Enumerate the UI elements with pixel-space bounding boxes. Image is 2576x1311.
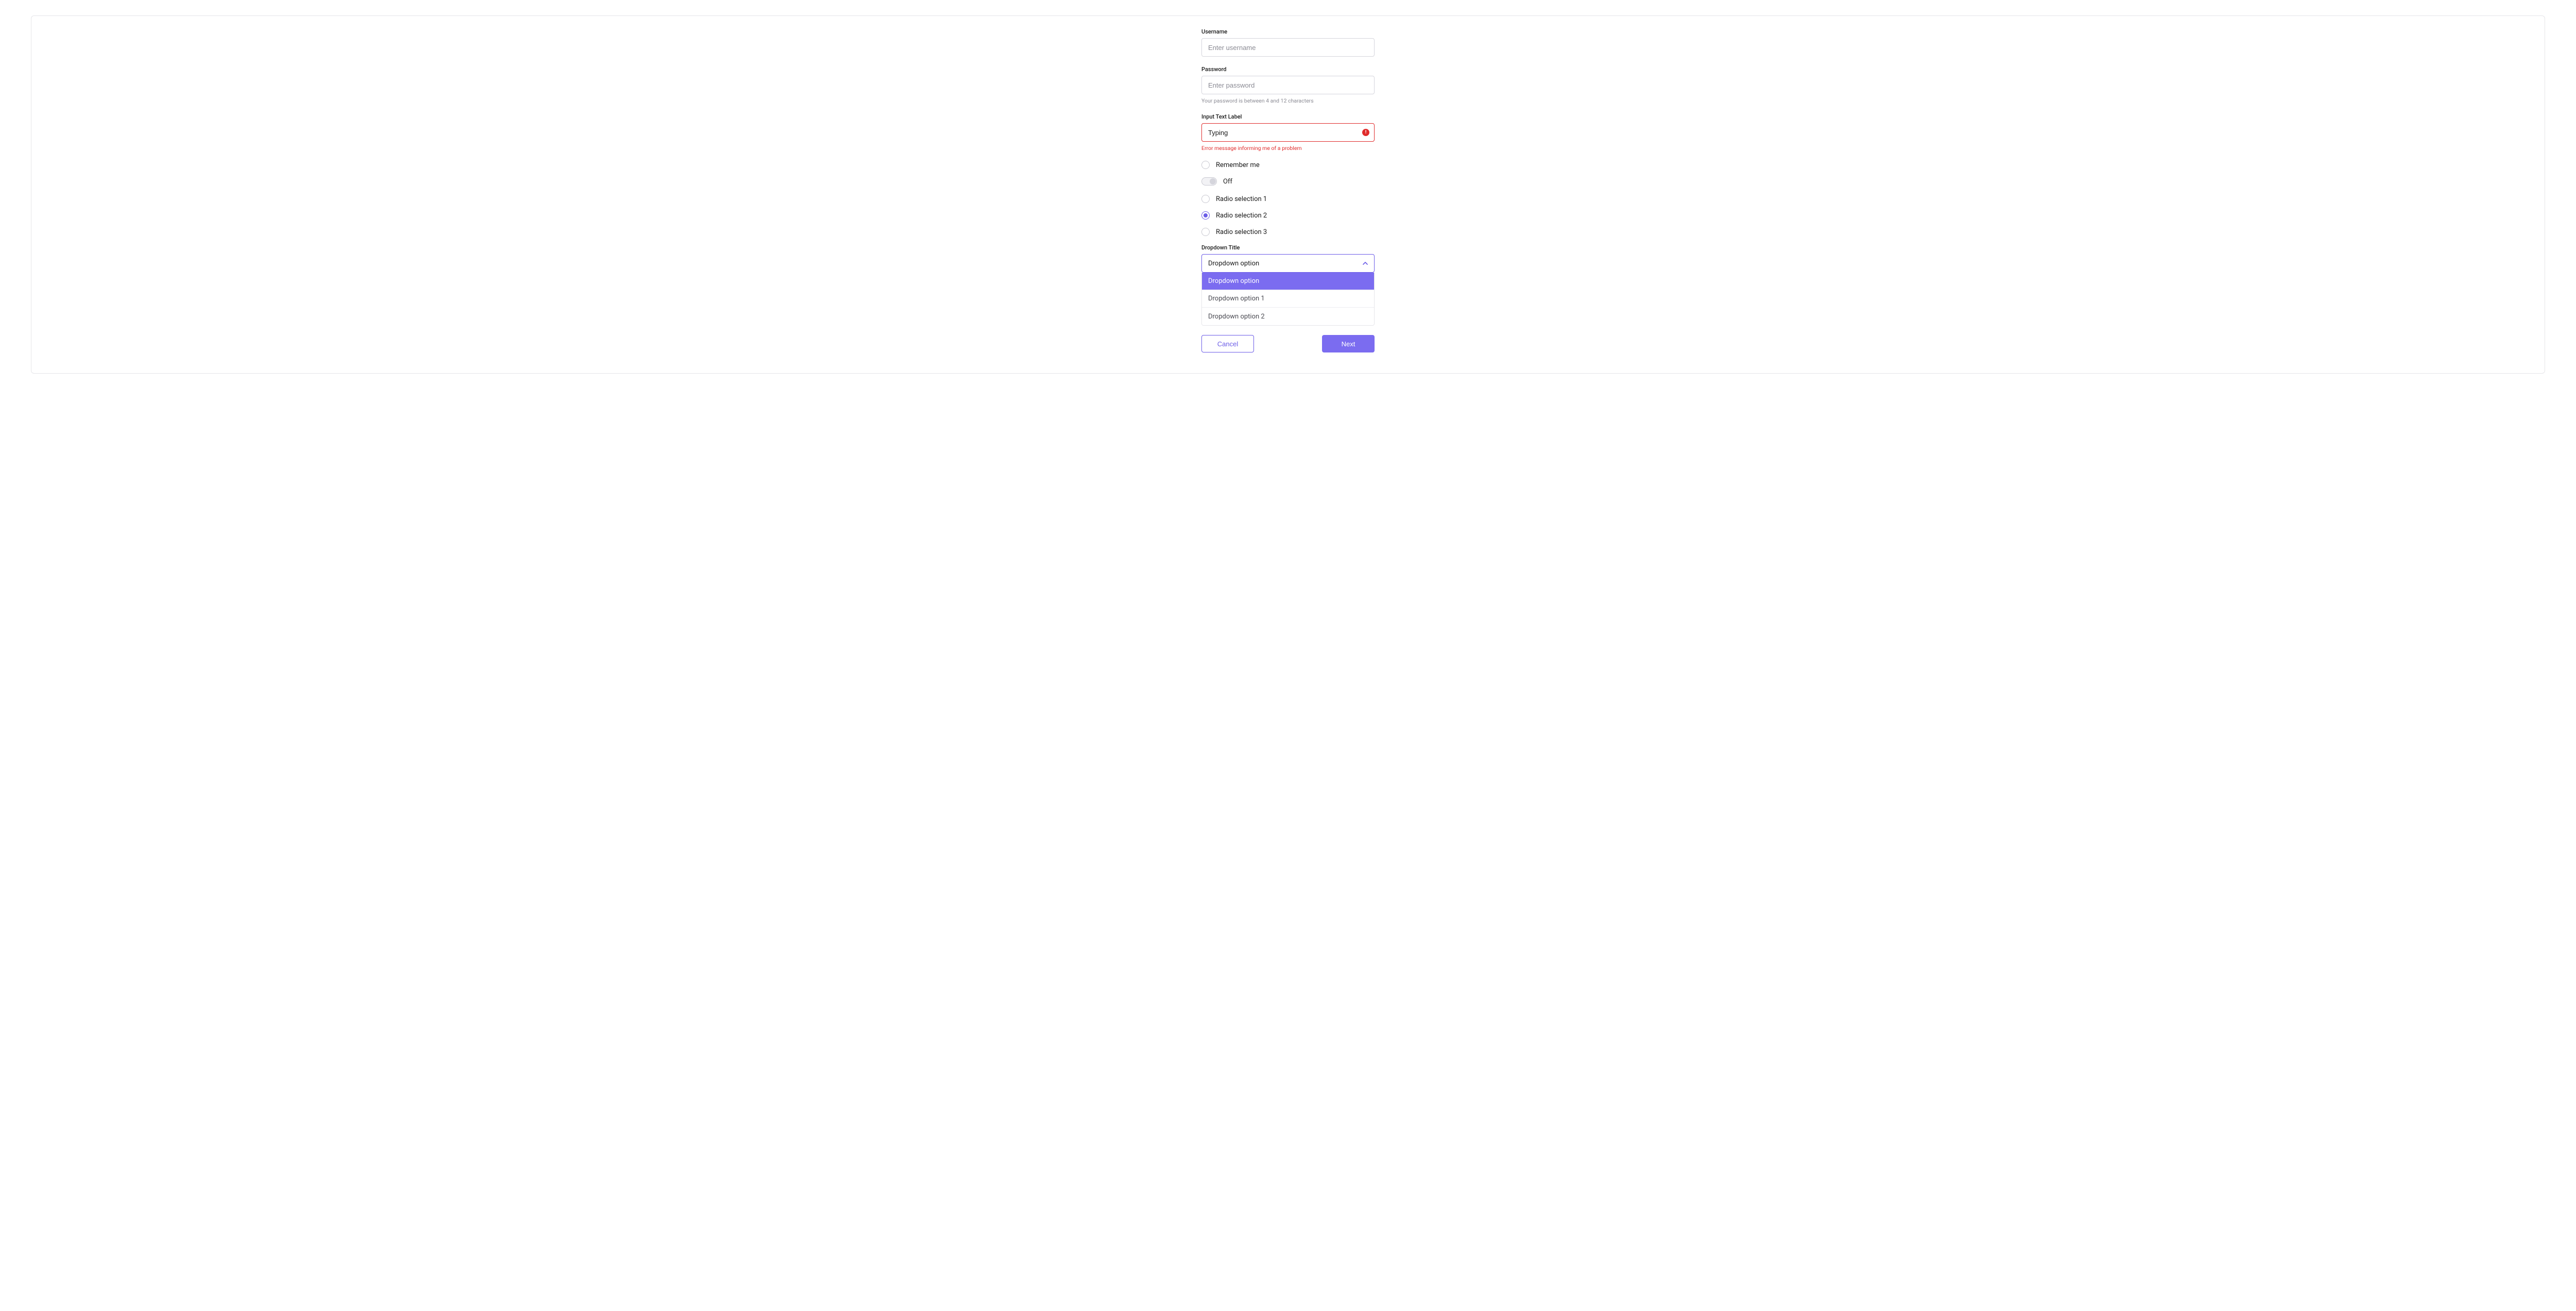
password-label: Password (1201, 66, 1375, 73)
error-icon (1362, 129, 1369, 136)
password-field: Password Your password is between 4 and … (1201, 66, 1375, 104)
remember-me-row[interactable]: Remember me (1201, 161, 1375, 169)
cancel-button[interactable]: Cancel (1201, 335, 1254, 352)
form-card: Username Password Your password is betwe… (31, 15, 2545, 374)
text-field: Input Text Label Error message informing… (1201, 113, 1375, 152)
dropdown-selected-value: Dropdown option (1208, 260, 1259, 267)
radio-2-label: Radio selection 2 (1216, 212, 1267, 220)
toggle-switch[interactable] (1201, 177, 1217, 186)
username-label: Username (1201, 28, 1375, 35)
toggle-label: Off (1223, 178, 1232, 186)
remember-me-label: Remember me (1216, 161, 1260, 169)
radio-3[interactable] (1201, 228, 1210, 236)
radio-row-2[interactable]: Radio selection 2 (1201, 211, 1375, 220)
next-button[interactable]: Next (1322, 335, 1375, 352)
dropdown-select[interactable]: Dropdown option (1201, 254, 1375, 273)
radio-2[interactable] (1201, 211, 1210, 220)
password-input[interactable] (1201, 76, 1375, 94)
password-helper: Your password is between 4 and 12 charac… (1201, 97, 1375, 104)
toggle-row[interactable]: Off (1201, 177, 1375, 186)
dropdown-list: Dropdown option Dropdown option 1 Dropdo… (1201, 273, 1375, 326)
dropdown-option-0[interactable]: Dropdown option (1202, 273, 1374, 290)
username-input[interactable] (1201, 38, 1375, 57)
radio-1[interactable] (1201, 195, 1210, 203)
text-field-input[interactable] (1201, 123, 1375, 142)
radio-row-3[interactable]: Radio selection 3 (1201, 228, 1375, 236)
radio-3-label: Radio selection 3 (1216, 228, 1267, 236)
text-field-error: Error message informing me of a problem (1201, 145, 1375, 152)
username-field: Username (1201, 28, 1375, 57)
radio-1-label: Radio selection 1 (1216, 195, 1267, 203)
remember-me-checkbox[interactable] (1201, 161, 1210, 169)
button-row: Cancel Next (1201, 335, 1375, 352)
dropdown-option-1[interactable]: Dropdown option 1 (1202, 290, 1374, 308)
text-field-label: Input Text Label (1201, 113, 1375, 120)
dropdown-option-2[interactable]: Dropdown option 2 (1202, 308, 1374, 325)
dropdown-label: Dropdown Title (1201, 244, 1375, 251)
form-container: Username Password Your password is betwe… (1201, 28, 1375, 352)
dropdown-field: Dropdown Title Dropdown option Dropdown … (1201, 244, 1375, 326)
radio-row-1[interactable]: Radio selection 1 (1201, 195, 1375, 203)
toggle-knob (1210, 178, 1216, 184)
text-field-wrapper (1201, 123, 1375, 142)
chevron-up-icon (1363, 261, 1368, 266)
